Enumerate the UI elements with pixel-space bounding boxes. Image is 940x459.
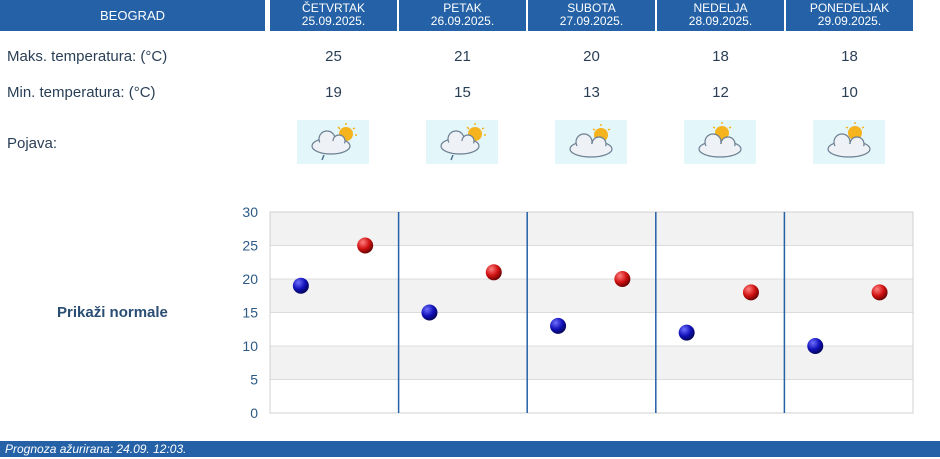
cloud-sun-icon — [813, 120, 885, 164]
max-temperature-marker — [614, 271, 631, 287]
day-date: 27.09.2025. — [559, 14, 624, 28]
max-temperature-value: 25 — [325, 48, 342, 65]
cloud-sun-drizzle-icon — [297, 120, 369, 164]
day-date: 26.09.2025. — [430, 14, 495, 28]
max-temperature-value: 20 — [583, 48, 600, 65]
day-date: 25.09.2025. — [301, 14, 366, 28]
y-tick-label: 30 — [242, 204, 258, 220]
day-date: 28.09.2025. — [688, 14, 753, 28]
chart-band — [270, 212, 913, 246]
day-name: SUBOTA — [567, 1, 616, 15]
y-tick-label: 15 — [242, 305, 258, 321]
day-header-5: PONEDELJAK 29.09.2025. — [786, 0, 913, 31]
y-tick-label: 10 — [242, 338, 258, 354]
max-temperature-value: 21 — [454, 48, 471, 65]
min-temperature-value: 19 — [325, 84, 342, 101]
min-temperature-marker — [807, 338, 824, 354]
day-name: PETAK — [443, 1, 482, 15]
cloud-sun-icon — [684, 120, 756, 164]
cloud-sun-icon — [555, 120, 627, 164]
cloud-sun-drizzle-icon — [426, 120, 498, 164]
day-header-3: SUBOTA 27.09.2025. — [528, 0, 655, 31]
chart-band — [270, 279, 913, 313]
day-header-2: PETAK 26.09.2025. — [399, 0, 526, 31]
forecast-updated-footer: Prognoza ažurirana: 24.09. 12:03. — [0, 441, 940, 457]
show-normals-link[interactable]: Prikaži normale — [57, 304, 168, 321]
city-header: BEOGRAD — [0, 0, 265, 31]
chart-band — [270, 245, 913, 279]
chart-band — [270, 379, 913, 413]
max-temperature-marker — [871, 284, 888, 301]
min-temperature-value: 10 — [841, 84, 858, 101]
min-temperature-marker — [550, 317, 567, 334]
min-temperature-value: 15 — [454, 84, 471, 101]
chart-band — [270, 346, 913, 380]
min-temperature-value: 13 — [583, 84, 600, 101]
min-temperature-marker — [678, 324, 695, 341]
y-tick-label: 25 — [242, 238, 258, 254]
max-temperature-value: 18 — [841, 48, 858, 65]
day-name: NEDELJA — [693, 1, 748, 15]
day-name: ČETVRTAK — [302, 1, 365, 15]
min-temperature-value: 12 — [712, 84, 729, 101]
day-header-4: NEDELJA 28.09.2025. — [657, 0, 784, 31]
y-tick-label: 5 — [250, 372, 258, 388]
max-temperature-marker — [357, 237, 374, 254]
max-temperature-value: 18 — [712, 48, 729, 65]
y-tick-label: 20 — [242, 271, 258, 287]
min-temperature-marker — [292, 277, 309, 294]
y-tick-label: 0 — [250, 405, 258, 421]
min-temperature-label: Min. temperatura: (°C) — [7, 84, 156, 101]
phenomenon-label: Pojava: — [7, 135, 58, 152]
min-temperature-marker — [421, 304, 438, 321]
chart-band — [270, 312, 913, 346]
max-temperature-marker — [485, 264, 502, 281]
day-header-1: ČETVRTAK 25.09.2025. — [270, 0, 397, 31]
temperature-chart: 0 5 10 15 20 25 30 — [242, 204, 914, 421]
plot-border — [269, 211, 914, 414]
max-temperature-marker — [742, 284, 759, 301]
day-name: PONEDELJAK — [809, 1, 890, 15]
day-date: 29.09.2025. — [817, 14, 882, 28]
max-temperature-label: Maks. temperatura: (°C) — [7, 48, 168, 65]
